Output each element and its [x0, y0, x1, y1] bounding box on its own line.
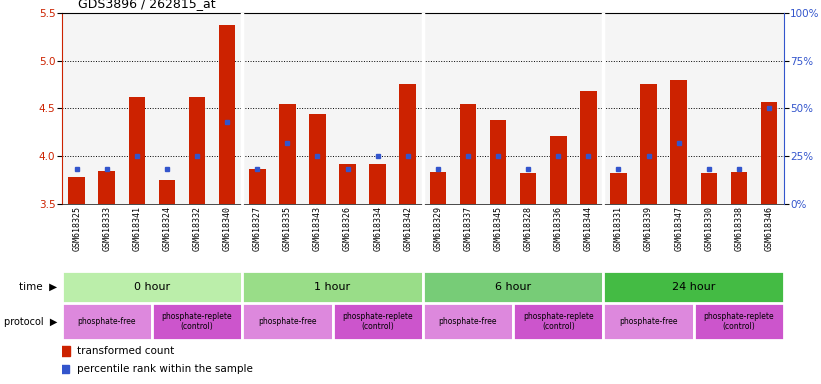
- Text: GSM618336: GSM618336: [554, 205, 562, 250]
- Text: GSM618345: GSM618345: [493, 205, 502, 250]
- Bar: [490, 120, 507, 204]
- Bar: [249, 169, 265, 204]
- Bar: [62, 303, 152, 340]
- Bar: [219, 25, 236, 204]
- Text: GSM618325: GSM618325: [72, 205, 81, 250]
- Text: GSM618347: GSM618347: [674, 205, 683, 250]
- Text: GSM618343: GSM618343: [313, 205, 322, 250]
- Text: GSM618329: GSM618329: [433, 205, 443, 250]
- Text: GSM618341: GSM618341: [132, 205, 141, 250]
- Text: GSM618335: GSM618335: [283, 205, 291, 250]
- Text: phosphate-free: phosphate-free: [258, 317, 317, 326]
- Text: GSM618337: GSM618337: [464, 205, 472, 250]
- Text: GSM618334: GSM618334: [374, 205, 382, 250]
- Text: time  ▶: time ▶: [20, 282, 57, 292]
- Bar: [152, 303, 242, 340]
- Text: GSM618342: GSM618342: [403, 205, 412, 250]
- Text: 0 hour: 0 hour: [134, 282, 170, 292]
- Bar: [189, 97, 205, 204]
- Text: GSM618326: GSM618326: [343, 205, 352, 250]
- Bar: [158, 180, 175, 204]
- Bar: [400, 84, 416, 204]
- Bar: [68, 177, 85, 204]
- Bar: [423, 271, 603, 303]
- Text: GSM618346: GSM618346: [764, 205, 773, 250]
- Bar: [429, 172, 446, 204]
- Bar: [640, 84, 657, 204]
- Text: GSM618331: GSM618331: [614, 205, 623, 250]
- Text: GSM618338: GSM618338: [735, 205, 743, 250]
- Bar: [129, 97, 145, 204]
- Bar: [550, 136, 566, 204]
- Bar: [310, 114, 326, 204]
- Text: GSM618330: GSM618330: [704, 205, 713, 250]
- Bar: [610, 173, 626, 204]
- Text: GDS3896 / 262815_at: GDS3896 / 262815_at: [78, 0, 216, 10]
- Bar: [279, 104, 296, 204]
- Bar: [520, 173, 536, 204]
- Text: 1 hour: 1 hour: [314, 282, 351, 292]
- Bar: [694, 303, 784, 340]
- Bar: [99, 171, 115, 204]
- Text: phosphate-free: phosphate-free: [619, 317, 678, 326]
- Bar: [62, 271, 242, 303]
- Text: phosphate-free: phosphate-free: [77, 317, 136, 326]
- Bar: [580, 91, 597, 204]
- Text: phosphate-replete
(control): phosphate-replete (control): [162, 312, 232, 331]
- Bar: [513, 303, 603, 340]
- Bar: [339, 164, 355, 204]
- Text: transformed count: transformed count: [77, 346, 175, 356]
- Text: GSM618339: GSM618339: [644, 205, 653, 250]
- Bar: [333, 303, 423, 340]
- Text: 6 hour: 6 hour: [495, 282, 531, 292]
- Bar: [700, 173, 717, 204]
- Text: GSM618344: GSM618344: [584, 205, 593, 250]
- Text: GSM618332: GSM618332: [193, 205, 201, 250]
- Text: phosphate-replete
(control): phosphate-replete (control): [342, 312, 413, 331]
- Text: phosphate-replete
(control): phosphate-replete (control): [523, 312, 594, 331]
- Bar: [731, 172, 747, 204]
- Text: GSM618328: GSM618328: [524, 205, 533, 250]
- Text: GSM618340: GSM618340: [222, 205, 232, 250]
- Text: growth protocol  ▶: growth protocol ▶: [0, 316, 57, 327]
- Text: GSM618327: GSM618327: [253, 205, 262, 250]
- Text: 24 hour: 24 hour: [672, 282, 715, 292]
- Text: GSM618333: GSM618333: [103, 205, 111, 250]
- Text: phosphate-free: phosphate-free: [438, 317, 498, 326]
- Text: percentile rank within the sample: percentile rank within the sample: [77, 364, 254, 374]
- Bar: [603, 271, 784, 303]
- Text: GSM618324: GSM618324: [163, 205, 172, 250]
- Bar: [671, 80, 687, 204]
- Bar: [460, 104, 476, 204]
- Bar: [242, 271, 423, 303]
- Bar: [369, 164, 386, 204]
- Bar: [603, 303, 694, 340]
- Bar: [761, 102, 777, 204]
- Bar: [423, 303, 513, 340]
- Text: phosphate-replete
(control): phosphate-replete (control): [704, 312, 774, 331]
- Bar: [242, 303, 333, 340]
